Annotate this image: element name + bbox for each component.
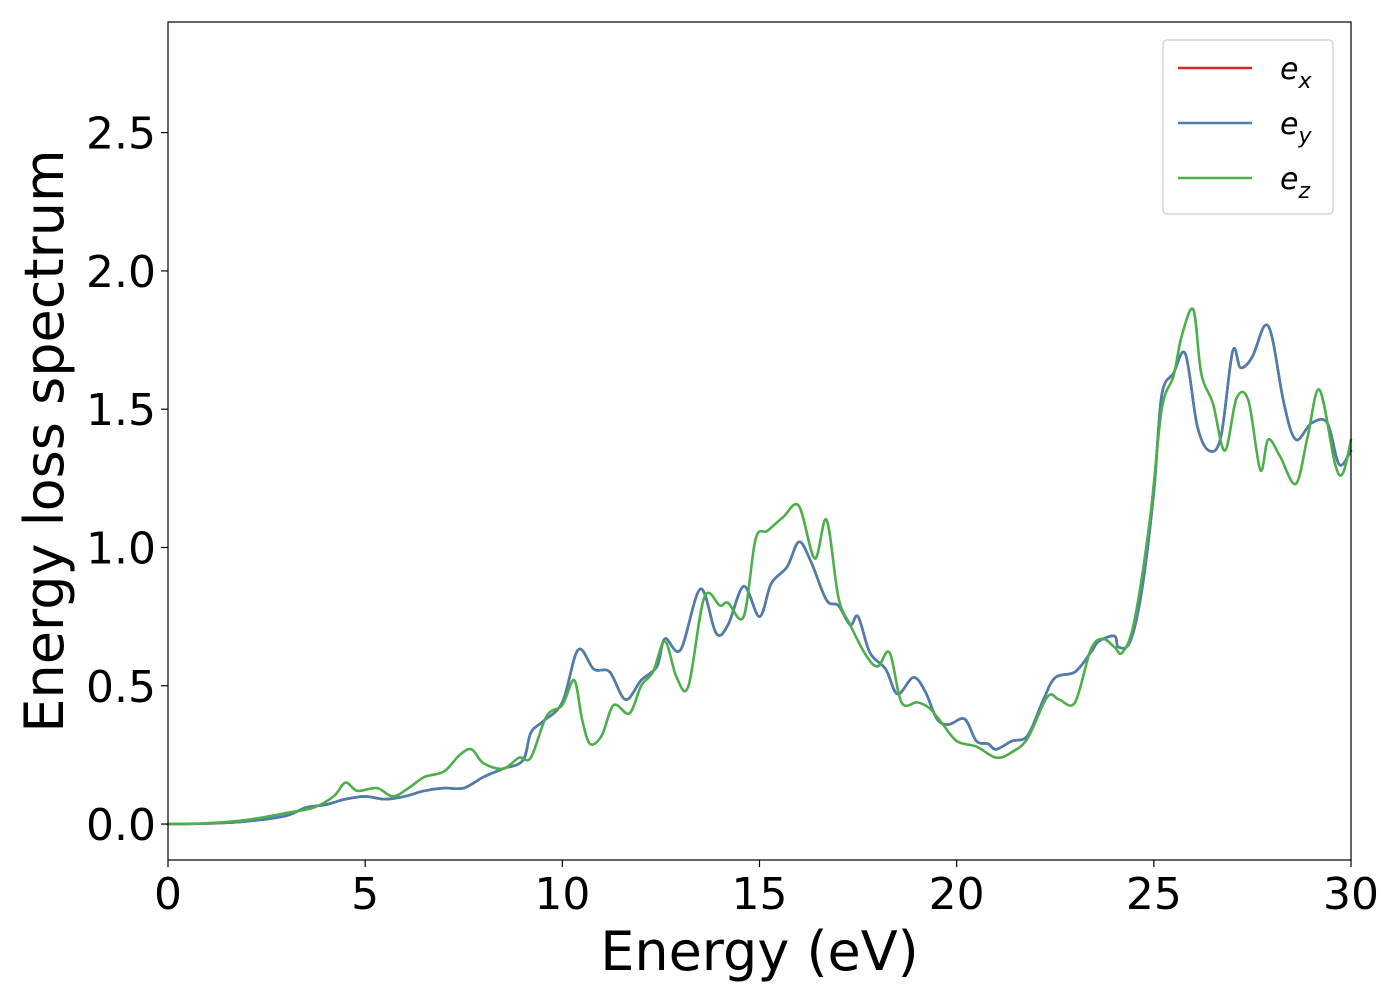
y-tick-label: 0.5 — [86, 662, 156, 713]
x-tick-label: 30 — [1323, 869, 1379, 920]
x-tick-label: 20 — [929, 869, 985, 920]
x-tick-label: 25 — [1126, 869, 1182, 920]
x-axis-label: Energy (eV) — [600, 920, 919, 983]
legend-label-x: ex — [1280, 52, 1312, 94]
y-axis-ticks: 0.0 0.5 1.0 1.5 2.0 2.5 — [86, 109, 168, 851]
x-tick-label: 0 — [154, 869, 182, 920]
legend-label-base: e — [1280, 107, 1298, 142]
y-tick-label: 2.0 — [86, 247, 156, 298]
legend-label-subscript: x — [1297, 69, 1312, 94]
series-line-e-y — [166, 323, 1353, 826]
y-tick-label: 1.0 — [86, 523, 156, 574]
legend-label-base: e — [1280, 162, 1298, 197]
plot-background — [168, 22, 1351, 860]
legend-label-base: e — [1280, 52, 1298, 87]
series-line-e-z — [166, 307, 1353, 826]
legend-label-y: ey — [1280, 107, 1312, 149]
series-layer — [166, 307, 1353, 826]
legend-box — [1162, 39, 1334, 215]
y-axis-label: Energy loss spectrum — [13, 149, 76, 732]
legend-label-subscript: z — [1297, 179, 1310, 204]
x-tick-label: 5 — [351, 869, 379, 920]
x-tick-label: 10 — [534, 869, 590, 920]
y-tick-label: 0.0 — [86, 800, 156, 851]
x-tick-label: 15 — [732, 869, 788, 920]
legend-label-z: ez — [1280, 162, 1310, 204]
x-axis-ticks: 0 5 10 15 20 25 30 — [154, 860, 1379, 920]
y-tick-label: 2.5 — [86, 109, 156, 160]
legend-label-subscript: y — [1297, 124, 1312, 149]
y-tick-label: 1.5 — [86, 385, 156, 436]
